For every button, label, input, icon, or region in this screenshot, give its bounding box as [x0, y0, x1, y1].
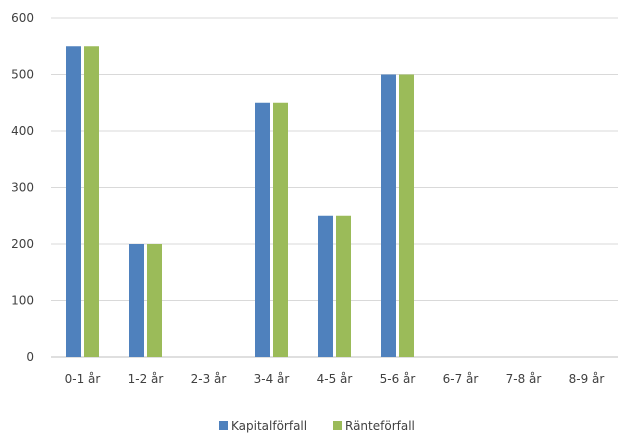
- x-tick-label: 0-1 år: [65, 372, 101, 386]
- x-tick-label: 7-8 år: [506, 372, 542, 386]
- legend-swatch-ranteforfall: [333, 421, 342, 430]
- legend: Kapitalförfall Ränteförfall: [219, 419, 415, 433]
- bar-kapitalforfall: [381, 74, 396, 357]
- bar-ranteforfall: [147, 244, 162, 357]
- bar-kapitalforfall: [255, 102, 270, 357]
- bars: [66, 46, 414, 357]
- legend-swatch-kapitalforfall: [219, 421, 228, 430]
- y-tick-label: 0: [26, 350, 34, 364]
- x-tick-label: 3-4 år: [254, 372, 290, 386]
- bar-kapitalforfall: [318, 215, 333, 357]
- bar-ranteforfall: [84, 46, 99, 357]
- y-tick-label: 500: [11, 68, 34, 82]
- y-tick-label: 400: [11, 124, 34, 138]
- legend-label-ranteforfall: Ränteförfall: [345, 419, 415, 433]
- x-tick-label: 8-9 år: [569, 372, 605, 386]
- bar-ranteforfall: [399, 74, 414, 357]
- bar-ranteforfall: [273, 102, 288, 357]
- gridlines: [51, 17, 618, 358]
- x-tick-label: 6-7 år: [443, 372, 479, 386]
- x-tick-label: 1-2 år: [128, 372, 164, 386]
- y-tick-label: 200: [11, 237, 34, 251]
- bar-kapitalforfall: [129, 244, 144, 357]
- bar-ranteforfall: [336, 215, 351, 357]
- y-tick-label: 300: [11, 181, 34, 195]
- x-tick-label: 5-6 år: [380, 372, 416, 386]
- x-tick-label: 2-3 år: [191, 372, 227, 386]
- y-tick-label: 600: [11, 11, 34, 25]
- bar-kapitalforfall: [66, 46, 81, 357]
- x-tick-label: 4-5 år: [317, 372, 353, 386]
- y-tick-label: 100: [11, 294, 34, 308]
- y-axis-tick-labels: 0 100 200 300 400 500 600: [11, 11, 34, 364]
- legend-label-kapitalforfall: Kapitalförfall: [231, 419, 307, 433]
- x-axis-tick-labels: 0-1 år 1-2 år 2-3 år 3-4 år 4-5 år 5-6 år 6-7 …: [65, 372, 605, 386]
